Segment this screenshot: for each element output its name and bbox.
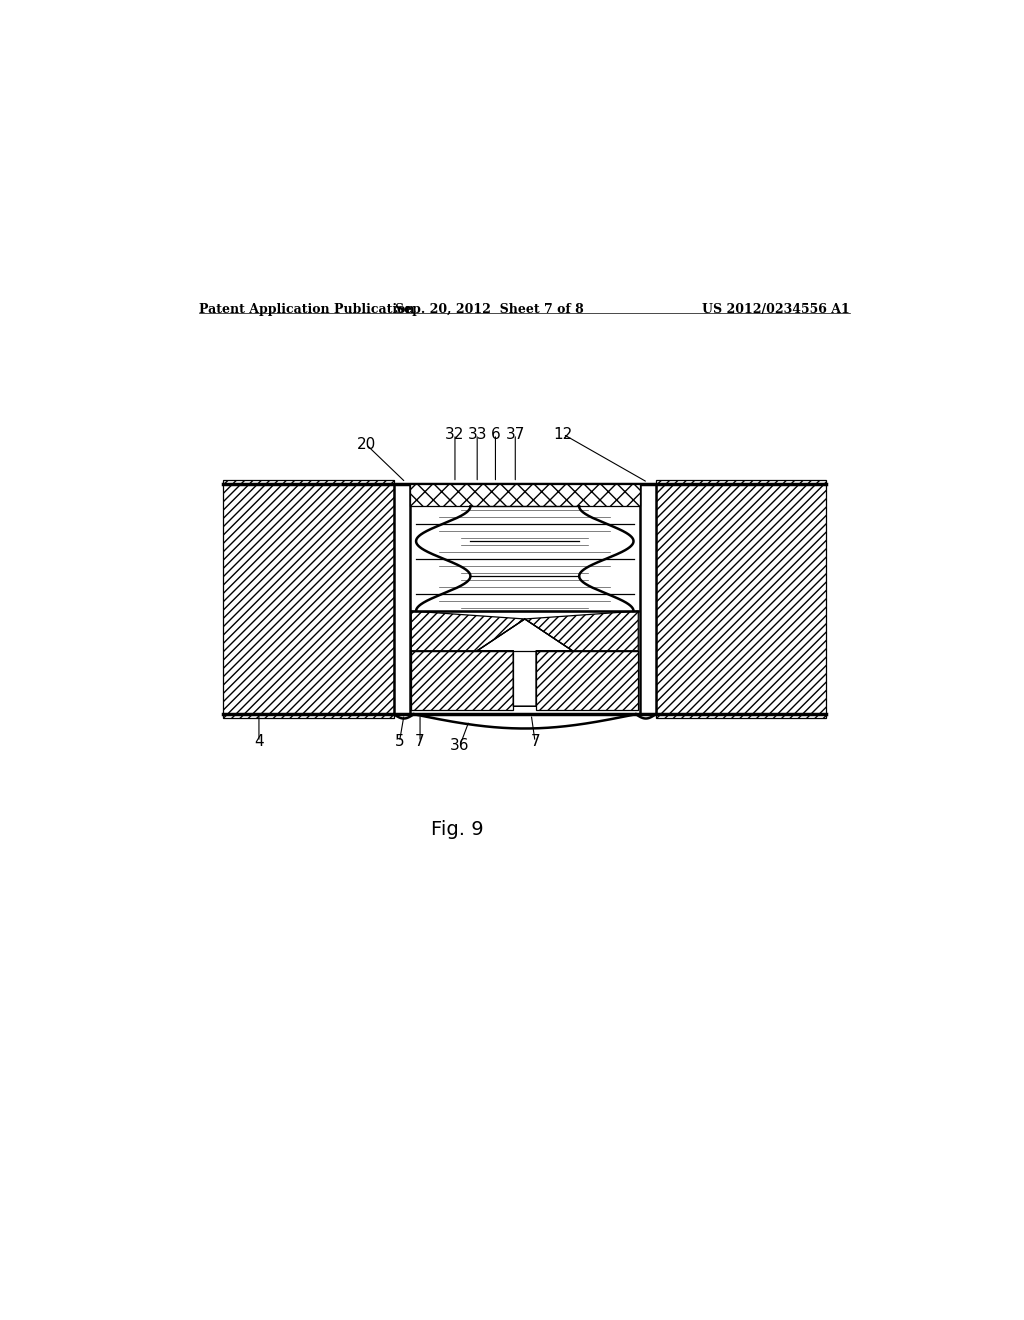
Text: 7: 7 [416,734,425,750]
Bar [223,480,394,718]
Text: 7: 7 [530,734,540,750]
Text: 32: 32 [445,426,465,442]
Text: 5: 5 [394,734,404,750]
Bar [640,484,655,714]
Polygon shape [412,651,513,710]
Text: 37: 37 [506,426,525,442]
Bar [223,480,394,718]
Text: 6: 6 [490,426,501,442]
Text: Patent Application Publication: Patent Application Publication [200,304,415,315]
Bar [410,484,640,714]
Text: Fig. 9: Fig. 9 [431,820,483,838]
Polygon shape [412,611,524,651]
Text: Sep. 20, 2012  Sheet 7 of 8: Sep. 20, 2012 Sheet 7 of 8 [394,304,584,315]
Text: 36: 36 [450,738,469,754]
Bar [655,480,826,718]
Bar [655,480,826,718]
Text: 12: 12 [553,426,572,442]
Text: 20: 20 [356,437,376,451]
Text: US 2012/0234556 A1: US 2012/0234556 A1 [702,304,850,315]
Polygon shape [537,651,638,710]
Bar [394,484,410,714]
Text: 33: 33 [467,426,487,442]
Bar [410,484,640,507]
Polygon shape [477,619,572,706]
Text: 4: 4 [254,734,264,750]
Polygon shape [524,611,638,651]
